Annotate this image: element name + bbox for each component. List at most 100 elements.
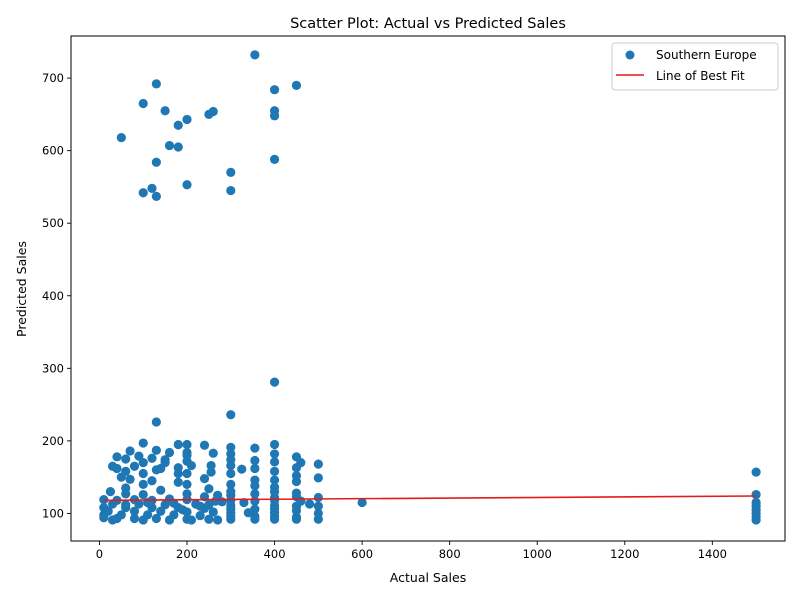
scatter-point	[173, 439, 183, 450]
scatter-point	[186, 460, 196, 471]
scatter-point	[250, 50, 260, 60]
scatter-points-group	[99, 50, 761, 525]
legend-marker-southern-europe	[625, 50, 635, 60]
scatter-point	[112, 452, 122, 462]
scatter-point	[291, 505, 302, 516]
scatter-point	[173, 142, 183, 152]
y-axis-label: Predicted Sales	[14, 241, 29, 337]
scatter-point	[182, 479, 192, 490]
scatter-point	[151, 191, 161, 201]
scatter-point	[250, 463, 260, 474]
scatter-point	[121, 489, 131, 499]
scatter-point	[751, 489, 761, 500]
scatter-point	[147, 183, 157, 193]
scatter-point	[357, 497, 367, 508]
scatter-point	[226, 460, 236, 471]
scatter-point	[204, 514, 214, 524]
scatter-point	[116, 132, 126, 143]
scatter-point	[138, 98, 148, 109]
scatter-point	[226, 468, 236, 479]
scatter-point	[250, 443, 260, 453]
scatter-point	[164, 447, 175, 458]
scatter-point	[129, 461, 140, 471]
scatter-point	[138, 489, 148, 500]
legend-frame	[611, 42, 779, 91]
scatter-point	[156, 485, 166, 495]
scatter-point	[313, 514, 323, 524]
scatter-point	[291, 476, 302, 487]
scatter-point	[160, 500, 170, 510]
scatter-point	[250, 455, 260, 466]
scatter-point	[164, 140, 175, 151]
plot-frame	[70, 35, 786, 542]
y-tick-label: 300	[42, 361, 64, 375]
scatter-point	[182, 468, 192, 479]
x-tick-label: 600	[351, 547, 373, 561]
scatter-point	[173, 477, 183, 487]
scatter-point	[269, 111, 280, 121]
scatter-point	[147, 476, 157, 486]
scatter-point	[751, 467, 761, 477]
scatter-point	[129, 513, 140, 524]
scatter-point	[138, 188, 148, 198]
y-tick-label: 100	[42, 506, 64, 520]
scatter-point	[269, 475, 280, 485]
scatter-point	[134, 499, 144, 509]
scatter-point	[226, 410, 236, 420]
scatter-point	[269, 377, 280, 387]
scatter-point	[116, 472, 126, 482]
scatter-point	[226, 167, 236, 178]
y-tick-label: 700	[42, 71, 64, 85]
scatter-point	[151, 465, 161, 475]
scatter-point	[208, 507, 218, 517]
scatter-point	[156, 506, 166, 516]
scatter-point	[199, 474, 210, 484]
scatter-point	[304, 499, 315, 509]
scatter-point	[313, 459, 323, 469]
scatter-point	[250, 514, 260, 524]
scatter-point	[313, 492, 323, 503]
x-tick-label: 400	[264, 547, 286, 561]
scatter-point	[250, 481, 260, 491]
scatter-point	[269, 439, 280, 450]
scatter-point	[151, 513, 161, 524]
scatter-point	[112, 463, 122, 474]
scatter-point	[291, 514, 302, 524]
x-axis-ticks: 0 200 400 600 800 1000 1200 1400	[96, 541, 727, 561]
x-tick-label: 1200	[610, 547, 639, 561]
chart-title: Scatter Plot: Actual vs Predicted Sales	[290, 16, 566, 32]
scatter-point	[107, 515, 118, 525]
scatter-point	[138, 468, 148, 479]
scatter-point	[269, 514, 280, 524]
scatter-point	[204, 484, 214, 494]
scatter-point	[182, 450, 192, 460]
scatter-point	[182, 180, 192, 190]
scatter-point	[751, 515, 761, 525]
scatter-point	[186, 515, 196, 525]
scatter-point	[204, 109, 214, 119]
scatter-point	[134, 451, 144, 461]
scatter-point	[147, 453, 157, 463]
x-tick-label: 200	[176, 547, 198, 561]
scatter-point	[164, 515, 175, 525]
scatter-point	[138, 458, 148, 468]
best-fit-line	[103, 495, 757, 502]
scatter-point	[213, 515, 223, 525]
scatter-point	[269, 457, 280, 467]
scatter-point	[226, 514, 236, 524]
legend-label-best-fit: Line of Best Fit	[656, 69, 745, 83]
scatter-point	[169, 498, 179, 508]
y-tick-label: 400	[42, 289, 64, 303]
x-tick-label: 0	[96, 547, 103, 561]
scatter-point	[178, 505, 188, 515]
scatter-point	[138, 479, 148, 490]
scatter-point	[208, 448, 218, 458]
scatter-point	[269, 449, 280, 459]
best-fit-line-group	[103, 495, 757, 502]
scatter-point	[291, 80, 302, 90]
scatter-point	[269, 154, 280, 164]
scatter-point	[105, 487, 115, 497]
scatter-point	[291, 463, 302, 473]
scatter-point	[107, 499, 118, 509]
